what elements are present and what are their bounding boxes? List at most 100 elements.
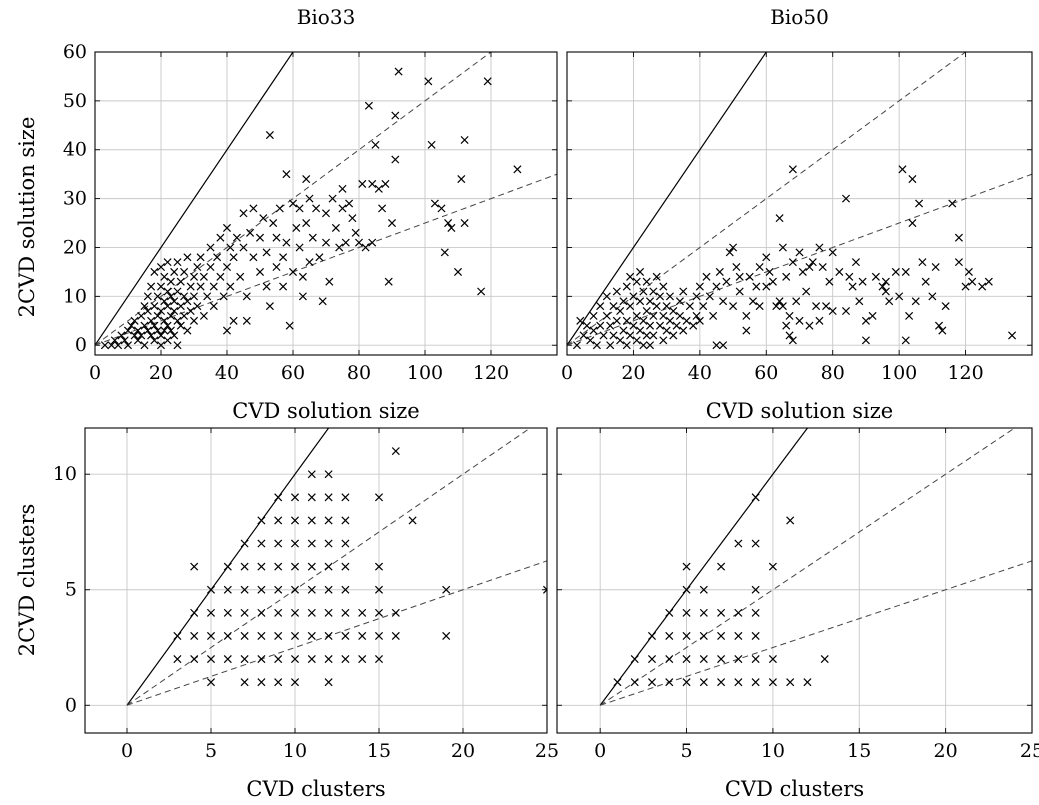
data-point (858, 277, 867, 286)
data-point (203, 292, 212, 301)
data-point (642, 277, 651, 286)
data-point (954, 233, 963, 242)
data-point (768, 655, 777, 664)
data-point (692, 292, 701, 301)
data-point (147, 331, 156, 340)
x-tick-label: 0 (89, 362, 101, 384)
data-point (424, 77, 433, 86)
reference-line-slope-1 (567, 52, 768, 346)
data-point (642, 306, 651, 316)
data-point (206, 263, 215, 272)
data-point (928, 292, 937, 301)
data-point (133, 326, 142, 335)
data-point (391, 631, 400, 640)
data-point (589, 326, 598, 335)
data-point (305, 194, 314, 203)
data-point (290, 585, 300, 594)
data-point (156, 341, 166, 350)
data-point (729, 243, 738, 252)
data-point (647, 655, 657, 664)
data-point (163, 336, 172, 345)
data-point (908, 219, 917, 228)
data-point (542, 585, 547, 594)
data-point (647, 631, 657, 640)
data-point (841, 306, 851, 316)
y-tick-label: 30 (63, 188, 87, 210)
data-point (752, 282, 761, 291)
data-point (630, 678, 639, 687)
data-point (460, 219, 469, 228)
data-point (795, 316, 804, 325)
y-tick-label: 0 (75, 334, 87, 356)
data-point (915, 199, 924, 208)
data-point (321, 238, 331, 247)
data-point (665, 631, 674, 640)
data-point (652, 302, 661, 311)
x-tick-label: 0 (561, 362, 573, 384)
x-tick-label: 10 (761, 740, 785, 762)
data-point (755, 302, 764, 311)
data-point (324, 470, 333, 479)
data-point (257, 631, 266, 640)
data-point (786, 678, 795, 687)
data-point (160, 326, 169, 335)
data-point (216, 233, 225, 242)
data-point (274, 678, 283, 687)
data-point (447, 223, 456, 232)
data-point (307, 493, 316, 502)
x-tick-label: 0 (121, 740, 133, 762)
data-point (734, 608, 743, 617)
data-point (308, 233, 317, 242)
data-point (689, 321, 698, 330)
data-point (193, 302, 202, 311)
data-point (941, 302, 950, 311)
data-point (371, 140, 380, 149)
data-point (341, 516, 350, 525)
x-tick-label: 40 (215, 362, 239, 384)
data-point (358, 655, 367, 664)
data-point (662, 302, 671, 311)
data-point (199, 272, 208, 281)
y-tick-label: 40 (63, 139, 87, 161)
data-point (786, 516, 795, 525)
data-point (257, 678, 266, 687)
reference-line-slope-0_25 (95, 173, 557, 346)
data-point (655, 292, 665, 301)
data-point (190, 631, 199, 640)
data-point (968, 277, 977, 286)
data-point (675, 297, 684, 306)
y-tick-label: 10 (53, 463, 77, 485)
data-point (901, 267, 910, 276)
data-point (100, 341, 109, 350)
data-point (725, 248, 734, 257)
data-point (702, 272, 711, 281)
data-point (324, 585, 333, 594)
data-point (934, 321, 944, 330)
data-point (219, 292, 228, 301)
data-point (183, 297, 192, 306)
x-tick-label: 100 (881, 362, 917, 384)
data-point (150, 302, 159, 311)
data-point (699, 631, 708, 640)
data-point (742, 326, 751, 335)
data-point (374, 585, 384, 594)
data-point (226, 282, 235, 291)
scatter-panel-4: 0 5 10 15 20 25 CVD clusters (556, 427, 1039, 801)
data-point (206, 655, 216, 664)
data-point (453, 267, 463, 276)
data-point (592, 341, 601, 350)
x-tick-label: 5 (680, 740, 692, 762)
data-point (841, 194, 851, 203)
data-point (665, 316, 674, 325)
x-tick-label: 20 (149, 362, 173, 384)
x-tick-label: 120 (947, 362, 983, 384)
data-point (341, 539, 350, 548)
data-point (307, 608, 316, 617)
data-point (602, 311, 611, 320)
data-point (166, 326, 175, 335)
data-point (163, 287, 172, 296)
data-point (755, 263, 764, 272)
data-point (290, 608, 300, 617)
data-point (114, 341, 123, 350)
data-point (274, 608, 283, 617)
